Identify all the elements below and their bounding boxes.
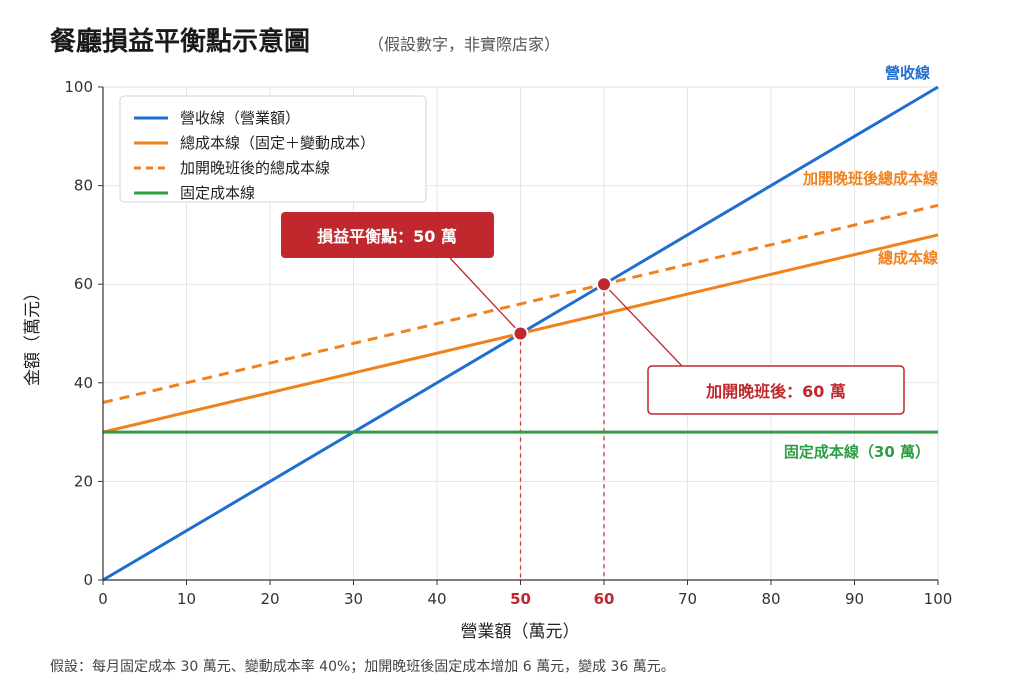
y-tick-label: 60	[74, 275, 93, 293]
callout-label-break-even: 損益平衡點：50 萬	[317, 227, 457, 246]
x-tick-label: 50	[510, 590, 531, 608]
callout-leader	[449, 257, 521, 334]
y-tick-label: 100	[64, 78, 93, 96]
points	[512, 276, 612, 342]
legend-label: 加開晚班後的總成本線	[180, 159, 330, 177]
line-end-label: 固定成本線（30 萬）	[784, 443, 930, 461]
y-tick-label: 20	[74, 472, 93, 490]
footnote: 假設：每月固定成本 30 萬元、變動成本率 40%；加開晚班後固定成本增加 6 …	[50, 659, 675, 675]
line-end-label: 營收線	[885, 64, 930, 82]
x-tick-label: 20	[260, 590, 279, 608]
x-tick-label: 0	[98, 590, 108, 608]
x-tick-label: 30	[344, 590, 363, 608]
y-ticks: 0 20 40 60 80 100	[64, 78, 103, 589]
y-tick-label: 0	[83, 571, 93, 589]
callout-box-night-shift	[647, 365, 905, 415]
chart-subtitle: （假設數字，非實際店家）	[368, 35, 560, 54]
y-tick-label: 40	[74, 374, 93, 392]
x-tick-label: 40	[427, 590, 446, 608]
data-point	[596, 276, 612, 293]
callout-box-break-even	[281, 212, 494, 258]
legend-box	[119, 95, 427, 203]
x-tick-label: 70	[678, 590, 697, 608]
x-axis-label: 營業額（萬元）	[461, 622, 580, 642]
x-tick-label: 60	[594, 590, 615, 608]
data-point	[512, 325, 529, 342]
line-end-label: 總成本線	[878, 249, 938, 267]
series-line-3	[102, 203, 939, 404]
x-tick-label: 100	[924, 590, 953, 608]
legend-label: 總成本線（固定＋變動成本）	[180, 134, 375, 152]
callout-leader	[603, 283, 683, 367]
x-ticks: 0 10 20 30 40 50 60 70 80 90 100	[98, 580, 952, 608]
legend-label: 營收線（營業額）	[180, 109, 300, 127]
x-tick-label: 10	[177, 590, 196, 608]
x-tick-label: 80	[761, 590, 780, 608]
chart-title: 餐廳損益平衡點示意圖	[50, 26, 310, 57]
callout-label-night-shift: 加開晚班後：60 萬	[705, 382, 846, 401]
line-end-label: 加開晚班後總成本線	[802, 169, 938, 187]
x-tick-label: 90	[845, 590, 864, 608]
legend-label: 固定成本線	[180, 184, 255, 202]
y-axis-label: 金額（萬元）	[23, 284, 43, 386]
y-tick-label: 80	[74, 177, 93, 195]
